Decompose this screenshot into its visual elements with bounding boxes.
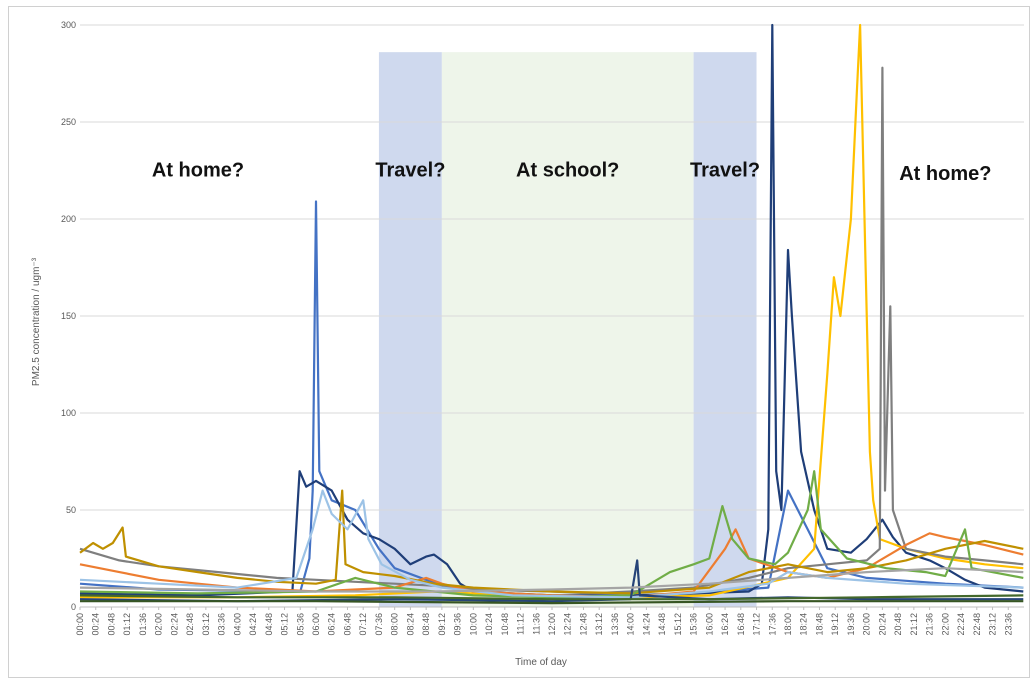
x-tick-label: 22:00 — [940, 613, 950, 636]
x-tick-label: 04:48 — [264, 613, 274, 636]
x-tick-label: 02:48 — [185, 613, 195, 636]
annotation-label-2: Travel? — [375, 159, 445, 181]
x-tick-label: 12:48 — [578, 613, 588, 636]
y-tick-label: 200 — [61, 214, 76, 224]
pm25-line-chart: 0 50 100 150 200 250 300 00:00 00:24 00:48 01:12 01… — [31, 20, 1024, 668]
y-tick-label: 150 — [61, 311, 76, 321]
shaded-period-1 — [378, 52, 442, 608]
series-line-4 — [79, 66, 1024, 595]
x-tick-label: 23:36 — [1003, 613, 1013, 636]
x-tick-label: 11:12 — [516, 613, 526, 635]
x-tick-label: 17:36 — [767, 613, 777, 636]
shaded-period-3 — [693, 52, 757, 608]
annotation-label-3: At school? — [516, 159, 619, 181]
x-tick-label: 10:00 — [468, 613, 478, 636]
x-tick-label: 19:12 — [830, 613, 840, 636]
x-tick-label: 05:12 — [280, 613, 290, 636]
x-tick-label: 19:36 — [846, 613, 856, 636]
chart-frame: 0 50 100 150 200 250 300 00:00 00:24 00:48 01:12 01… — [8, 6, 1030, 678]
x-tick-label: 01:36 — [138, 613, 148, 636]
x-tick-label: 12:24 — [563, 613, 573, 636]
x-tick-label: 02:24 — [169, 613, 179, 636]
annotation-label-4: Travel? — [690, 159, 760, 181]
x-tick-label: 03:12 — [201, 613, 211, 636]
y-tick-label: 0 — [71, 602, 76, 612]
x-tick-label: 17:12 — [752, 613, 762, 636]
x-tick-label: 20:24 — [877, 613, 887, 636]
y-axis-title: PM2.5 concentration / ugm⁻³ — [31, 257, 42, 386]
x-tick-label: 18:48 — [814, 613, 824, 636]
x-tick-label: 20:00 — [862, 613, 872, 636]
x-tick-label: 14:24 — [641, 613, 651, 636]
x-tick-label: 00:24 — [91, 613, 101, 636]
x-tick-label: 21:12 — [909, 613, 919, 636]
x-tick-label: 05:36 — [295, 613, 305, 636]
x-tick-label: 06:00 — [311, 613, 321, 636]
x-tick-label: 03:36 — [217, 613, 227, 636]
series-line-8 — [79, 489, 1024, 599]
x-tick-label: 09:36 — [453, 613, 463, 636]
x-tick-label: 21:36 — [925, 613, 935, 636]
x-tick-label: 02:00 — [154, 613, 164, 636]
series-line-11 — [80, 600, 1024, 605]
x-tick-label: 16:48 — [736, 613, 746, 636]
series-line-10 — [79, 567, 1024, 593]
x-tick-label: 00:48 — [106, 613, 116, 636]
x-tick-label: 23:12 — [988, 613, 998, 636]
x-tick-label: 09:12 — [437, 613, 447, 636]
x-tick-label: 10:48 — [500, 613, 510, 636]
x-tick-label: 04:24 — [248, 613, 258, 636]
annotation-label-1: At home? — [152, 159, 244, 181]
x-tick-label: 11:36 — [531, 613, 541, 635]
series-line-12 — [79, 594, 1024, 601]
x-tick-label: 10:24 — [484, 613, 494, 636]
x-tick-label: 08:00 — [390, 613, 400, 636]
x-tick-label: 06:24 — [327, 613, 337, 636]
y-tick-label: 100 — [61, 408, 76, 418]
x-tick-label: 16:24 — [720, 613, 730, 636]
x-tick-label: 18:00 — [783, 613, 793, 636]
x-tick-label: 13:12 — [594, 613, 604, 636]
x-tick-label: 08:24 — [405, 613, 415, 636]
y-tick-label: 50 — [66, 505, 76, 515]
x-tick-label: 07:12 — [358, 613, 368, 636]
x-tick-label: 07:36 — [374, 613, 384, 636]
x-tick-label: 01:12 — [122, 613, 132, 636]
x-tick-label: 12:00 — [547, 613, 557, 636]
series-line-6 — [79, 489, 1024, 595]
annotation-label-5: At home? — [899, 163, 991, 185]
y-tick-label: 300 — [61, 20, 76, 30]
x-tick-label: 15:36 — [689, 613, 699, 636]
x-tick-label: 16:00 — [704, 613, 714, 636]
series-line-3 — [80, 23, 1024, 599]
x-tick-label: 14:00 — [626, 613, 636, 636]
x-axis-title: Time of day — [515, 657, 567, 668]
x-tick-label: 15:12 — [673, 613, 683, 636]
x-tick-label: 00:00 — [75, 613, 85, 636]
series-line-7 — [79, 470, 1024, 599]
x-tick-label: 04:00 — [232, 613, 242, 636]
x-tick-label: 06:48 — [342, 613, 352, 636]
x-tick-label: 20:48 — [893, 613, 903, 636]
x-tick-label: 22:24 — [956, 613, 966, 636]
x-tick-label: 08:48 — [421, 613, 431, 636]
shaded-period-2 — [441, 52, 694, 608]
x-tick-label: 13:36 — [610, 613, 620, 636]
x-tick-label: 22:48 — [972, 613, 982, 636]
y-tick-label: 250 — [61, 117, 76, 127]
x-tick-label: 18:24 — [799, 613, 809, 636]
x-tick-label: 14:48 — [657, 613, 667, 636]
